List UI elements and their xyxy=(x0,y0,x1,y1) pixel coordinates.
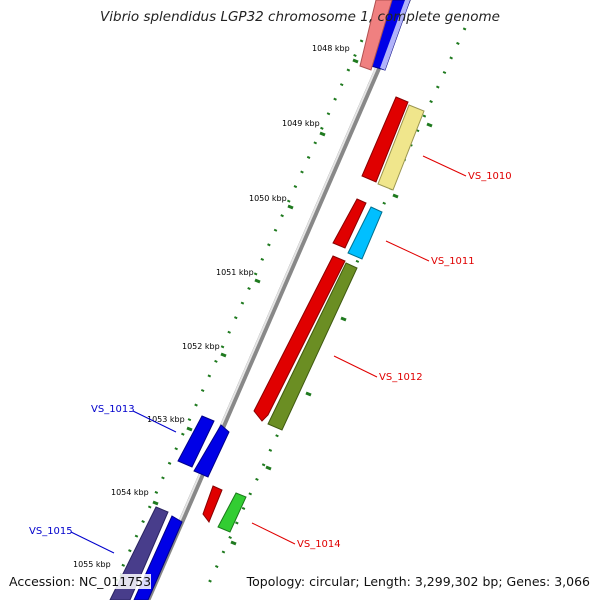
gene-feature-vs1011 xyxy=(347,206,383,260)
gene-feature-vs1012 xyxy=(267,262,358,431)
ruler-label: 1053 kbp xyxy=(147,415,185,424)
ruler-label: 1049 kbp xyxy=(282,119,320,128)
gene-features-outer xyxy=(217,0,425,533)
gene-feature xyxy=(361,96,409,183)
gene-label-vs1014: VS_1014 xyxy=(297,539,341,550)
chromosome-backbone-highlight xyxy=(144,0,407,600)
gene-feature xyxy=(202,485,223,524)
gene-label-vs1010: VS_1010 xyxy=(468,171,512,182)
ruler-label: 1054 kbp xyxy=(111,488,149,497)
gene-callouts xyxy=(70,155,467,554)
ruler-label: 1052 kbp xyxy=(182,342,220,351)
gene-label-vs1015: VS_1015 xyxy=(29,526,73,537)
gene-labels: VS_1010 VS_1011 VS_1012 VS_1013 VS_1014 … xyxy=(29,171,512,550)
gene-label-vs1011: VS_1011 xyxy=(431,256,475,267)
accession-text: Accession: NC_011753 xyxy=(9,574,152,589)
ruler-labels: 1048 kbp 1049 kbp 1050 kbp 1051 kbp 1052… xyxy=(73,44,350,569)
chromosome-backbone xyxy=(144,0,411,600)
gene-label-vs1013: VS_1013 xyxy=(91,404,135,415)
gene-feature-vs1010 xyxy=(377,104,425,191)
ruler-label: 1051 kbp xyxy=(216,268,254,277)
gene-feature xyxy=(332,198,367,249)
ruler-label: 1048 kbp xyxy=(312,44,350,53)
topology-text: Topology: circular; Length: 3,299,302 bp… xyxy=(246,574,590,589)
gene-feature-vs1014 xyxy=(217,492,247,533)
gene-feature-highlight xyxy=(380,0,410,70)
map-title: Vibrio splendidus LGP32 chromosome 1, co… xyxy=(100,9,500,25)
gene-label-vs1012: VS_1012 xyxy=(379,372,423,383)
ruler-label: 1050 kbp xyxy=(249,194,287,203)
gene-feature xyxy=(253,255,346,422)
gene-features-inner xyxy=(109,0,409,600)
ruler-label: 1055 kbp xyxy=(73,560,111,569)
gene-feature-vs1013b xyxy=(193,424,230,478)
gene-feature xyxy=(359,0,393,71)
gene-feature-vs1013 xyxy=(177,415,215,468)
ruler-ticks-outer xyxy=(230,122,433,546)
